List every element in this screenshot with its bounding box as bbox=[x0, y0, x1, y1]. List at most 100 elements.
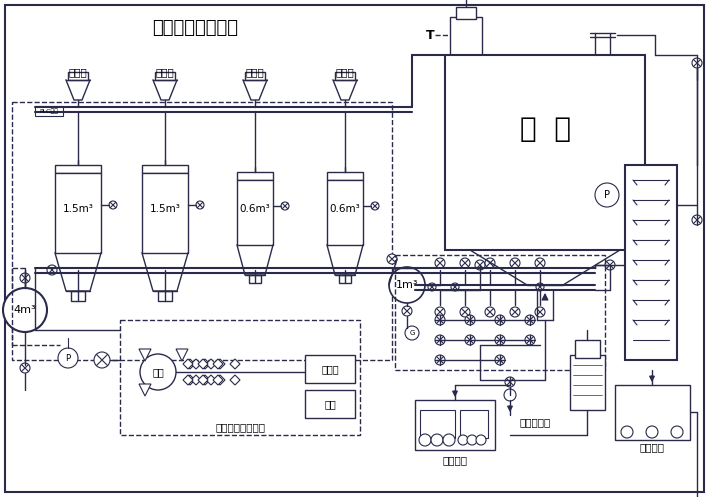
Polygon shape bbox=[200, 375, 210, 385]
Circle shape bbox=[495, 355, 505, 365]
Text: 0.6m³: 0.6m³ bbox=[330, 204, 360, 214]
Circle shape bbox=[510, 307, 520, 317]
Circle shape bbox=[505, 377, 515, 387]
Circle shape bbox=[435, 315, 445, 325]
Polygon shape bbox=[230, 359, 240, 369]
Bar bbox=[55, 165, 101, 173]
Bar bbox=[415, 400, 495, 450]
Circle shape bbox=[495, 315, 505, 325]
Bar bbox=[68, 72, 88, 80]
Bar bbox=[120, 320, 360, 435]
Polygon shape bbox=[206, 359, 216, 369]
Circle shape bbox=[465, 335, 475, 345]
Circle shape bbox=[525, 335, 535, 345]
Circle shape bbox=[435, 307, 445, 317]
Circle shape bbox=[58, 348, 78, 368]
Circle shape bbox=[504, 389, 516, 401]
Circle shape bbox=[692, 58, 702, 68]
Text: P: P bbox=[604, 190, 610, 200]
Bar bbox=[142, 173, 188, 253]
Bar bbox=[249, 275, 261, 283]
Circle shape bbox=[428, 283, 436, 291]
Bar bbox=[395, 255, 605, 370]
Text: 干灰装车: 干灰装车 bbox=[640, 442, 664, 452]
Text: 0.6m³: 0.6m³ bbox=[240, 204, 270, 214]
Polygon shape bbox=[198, 359, 208, 369]
Circle shape bbox=[387, 254, 397, 264]
Text: 4m³: 4m³ bbox=[13, 305, 36, 315]
Circle shape bbox=[3, 288, 47, 332]
Circle shape bbox=[495, 335, 505, 345]
Bar bbox=[445, 55, 645, 250]
Circle shape bbox=[646, 426, 658, 438]
Circle shape bbox=[371, 202, 379, 210]
Bar bbox=[158, 291, 172, 301]
Bar bbox=[55, 173, 101, 253]
Circle shape bbox=[451, 283, 459, 291]
Bar bbox=[327, 172, 363, 180]
Circle shape bbox=[671, 426, 683, 438]
Bar bbox=[305, 390, 355, 418]
Circle shape bbox=[535, 307, 545, 317]
Bar bbox=[335, 72, 355, 80]
Circle shape bbox=[460, 258, 470, 268]
Text: 浓相气力输送系统: 浓相气力输送系统 bbox=[152, 19, 238, 37]
Bar bbox=[71, 291, 85, 301]
Text: 灰  库: 灰 库 bbox=[520, 115, 571, 143]
Circle shape bbox=[402, 306, 412, 316]
Bar bbox=[460, 410, 488, 438]
Circle shape bbox=[485, 258, 495, 268]
Bar bbox=[615, 385, 690, 440]
Circle shape bbox=[94, 352, 110, 368]
Bar bbox=[625, 165, 677, 360]
Circle shape bbox=[405, 326, 419, 340]
Text: P: P bbox=[65, 353, 71, 362]
Text: 空压机: 空压机 bbox=[321, 364, 339, 374]
Bar bbox=[420, 410, 455, 438]
Bar bbox=[575, 340, 600, 358]
Circle shape bbox=[536, 283, 544, 291]
Circle shape bbox=[475, 260, 485, 270]
Circle shape bbox=[435, 258, 445, 268]
Bar bbox=[570, 355, 605, 410]
Text: 压力水进口: 压力水进口 bbox=[520, 417, 552, 427]
Bar bbox=[339, 275, 351, 283]
Text: 备用: 备用 bbox=[324, 399, 336, 409]
Polygon shape bbox=[198, 375, 208, 385]
Circle shape bbox=[467, 435, 477, 445]
Polygon shape bbox=[183, 359, 193, 369]
Circle shape bbox=[595, 183, 619, 207]
Circle shape bbox=[140, 354, 176, 390]
Circle shape bbox=[281, 202, 289, 210]
Circle shape bbox=[431, 434, 443, 446]
Polygon shape bbox=[215, 375, 225, 385]
Circle shape bbox=[525, 315, 535, 325]
Polygon shape bbox=[191, 359, 201, 369]
Circle shape bbox=[443, 434, 455, 446]
Bar bbox=[456, 7, 476, 19]
Circle shape bbox=[605, 260, 615, 270]
Circle shape bbox=[465, 315, 475, 325]
Polygon shape bbox=[183, 375, 193, 385]
Circle shape bbox=[419, 434, 431, 446]
Bar bbox=[245, 72, 265, 80]
Text: 1.5m³: 1.5m³ bbox=[150, 204, 180, 214]
Bar bbox=[305, 355, 355, 383]
Text: 总罐: 总罐 bbox=[152, 367, 164, 377]
Polygon shape bbox=[191, 375, 201, 385]
Text: 一电场: 一电场 bbox=[69, 67, 87, 77]
Polygon shape bbox=[185, 375, 195, 385]
Text: 气力输送供气系统: 气力输送供气系统 bbox=[215, 422, 265, 432]
Polygon shape bbox=[206, 375, 216, 385]
Circle shape bbox=[20, 363, 30, 373]
Text: T: T bbox=[425, 28, 435, 42]
Polygon shape bbox=[185, 359, 195, 369]
Text: 三电场: 三电场 bbox=[245, 67, 264, 77]
Circle shape bbox=[389, 267, 425, 303]
Text: 1.5m³: 1.5m³ bbox=[62, 204, 94, 214]
Text: 湿灰装车: 湿灰装车 bbox=[442, 455, 467, 465]
Bar bbox=[155, 72, 175, 80]
Polygon shape bbox=[213, 359, 223, 369]
Polygon shape bbox=[215, 359, 225, 369]
Circle shape bbox=[435, 355, 445, 365]
